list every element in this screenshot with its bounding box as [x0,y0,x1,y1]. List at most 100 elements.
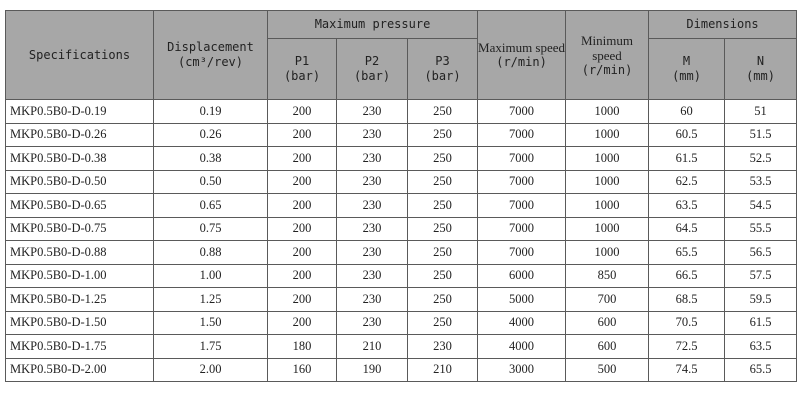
cell-displacement: 0.38 [153,146,268,171]
cell-max-speed: 7000 [477,193,567,218]
cell-spec: MKP0.5B0-D-0.75 [5,216,154,241]
header-label: Minimum speed [581,32,634,63]
cell-n: 61.5 [724,310,798,335]
cell-m: 72.5 [648,334,726,359]
cell-displacement: 0.75 [153,216,268,241]
cell-min-speed: 700 [565,287,650,312]
cell-m: 60 [648,99,726,124]
cell-p1: 200 [267,169,337,194]
cell-p2: 230 [336,122,408,147]
table-row: MKP0.5B0-D-1.25 1.25 200 230 250 5000 700 68.5 5… [5,287,798,312]
table-row: MKP0.5B0-D-0.88 0.88 200 230 250 7000 1000 65.5… [5,240,798,265]
cell-max-speed: 4000 [477,310,567,335]
cell-m: 63.5 [648,193,726,218]
cell-max-speed: 4000 [477,334,567,359]
cell-max-speed: 7000 [477,146,567,171]
table-row: MKP0.5B0-D-0.75 0.75 200 230 250 7000 1000 64.5… [5,216,798,241]
header-label: N [756,54,765,68]
cell-n: 57.5 [724,263,798,288]
cell-p3: 230 [406,334,479,359]
table-row: MKP0.5B0-D-0.65 0.65 200 230 250 7000 1000 63.5… [5,193,798,218]
cell-m: 74.5 [648,357,726,382]
header-p3: P3 (bar) [406,38,479,100]
cell-max-speed: 7000 [477,99,567,124]
cell-p1: 200 [267,122,337,147]
cell-p3: 210 [406,357,479,382]
cell-n: 51 [724,99,798,124]
header-label: P1 [294,54,310,68]
cell-p1: 200 [267,263,337,288]
cell-n: 52.5 [724,146,798,171]
cell-spec: MKP0.5B0-D-2.00 [5,357,154,382]
header-unit: (mm) [672,69,701,83]
cell-p2: 230 [336,146,408,171]
header-unit: (cm³/rev) [177,55,244,69]
cell-max-speed: 7000 [477,169,567,194]
header-unit: (bar) [283,69,321,83]
cell-spec: MKP0.5B0-D-0.26 [5,122,154,147]
cell-p1: 200 [267,193,337,218]
cell-n: 54.5 [724,193,798,218]
header-unit: (r/min) [496,55,547,69]
header-unit: (bar) [424,69,461,83]
header-max-speed: Maximum speed (r/min) [477,10,567,100]
cell-spec: MKP0.5B0-D-1.50 [5,310,154,335]
header-label: Displacement [167,40,254,54]
table-row: MKP0.5B0-D-1.75 1.75 180 210 230 4000 600 72.5 6… [5,334,798,359]
cell-max-speed: 7000 [477,240,567,265]
cell-m: 70.5 [648,310,726,335]
cell-p3: 250 [406,169,479,194]
table-row: MKP0.5B0-D-2.00 2.00 160 190 210 3000 500 74.5 6… [5,357,798,382]
header-label: P3 [435,54,450,68]
cell-p1: 180 [267,334,337,359]
cell-displacement: 0.88 [153,240,268,265]
cell-m: 66.5 [648,263,726,288]
header-n: N (mm) [724,38,798,100]
header-specifications: Specifications [5,10,154,100]
cell-min-speed: 600 [565,334,650,359]
cell-p2: 190 [336,357,408,382]
cell-max-speed: 6000 [477,263,567,288]
cell-p2: 230 [336,310,408,335]
header-m: M (mm) [648,38,726,100]
cell-p1: 200 [267,146,337,171]
cell-min-speed: 1000 [565,169,650,194]
cell-p3: 250 [406,287,479,312]
cell-p3: 250 [406,122,479,147]
cell-p2: 230 [336,287,408,312]
table-row: MKP0.5B0-D-0.19 0.19 200 230 250 7000 1000 60 51 [5,99,798,124]
cell-min-speed: 1000 [565,122,650,147]
cell-spec: MKP0.5B0-D-0.65 [5,193,154,218]
cell-p3: 250 [406,99,479,124]
cell-displacement: 2.00 [153,357,268,382]
cell-n: 51.5 [724,122,798,147]
cell-displacement: 0.26 [153,122,268,147]
cell-n: 53.5 [724,169,798,194]
cell-n: 63.5 [724,334,798,359]
cell-min-speed: 1000 [565,193,650,218]
cell-p2: 230 [336,193,408,218]
cell-min-speed: 1000 [565,146,650,171]
cell-displacement: 1.75 [153,334,268,359]
cell-p2: 230 [336,240,408,265]
header-displacement: Displacement (cm³/rev) [153,10,268,100]
cell-spec: MKP0.5B0-D-1.00 [5,263,154,288]
cell-p1: 200 [267,216,337,241]
table-body: MKP0.5B0-D-0.19 0.19 200 230 250 7000 1000 60 51… [5,99,798,382]
cell-n: 56.5 [724,240,798,265]
cell-m: 61.5 [648,146,726,171]
cell-spec: MKP0.5B0-D-1.75 [5,334,154,359]
table-row: MKP0.5B0-D-0.50 0.50 200 230 250 7000 1000 62.5… [5,169,798,194]
header-label: M [682,54,691,68]
cell-p1: 200 [267,310,337,335]
table-row: MKP0.5B0-D-1.00 1.00 200 230 250 6000 850 66.5 5… [5,263,798,288]
cell-spec: MKP0.5B0-D-0.88 [5,240,154,265]
cell-m: 64.5 [648,216,726,241]
cell-max-speed: 3000 [477,357,567,382]
cell-p2: 210 [336,334,408,359]
header-p1: P1 (bar) [267,38,337,100]
cell-p1: 200 [267,287,337,312]
header-unit: (r/min) [581,62,633,77]
cell-n: 65.5 [724,357,798,382]
cell-m: 60.5 [648,122,726,147]
